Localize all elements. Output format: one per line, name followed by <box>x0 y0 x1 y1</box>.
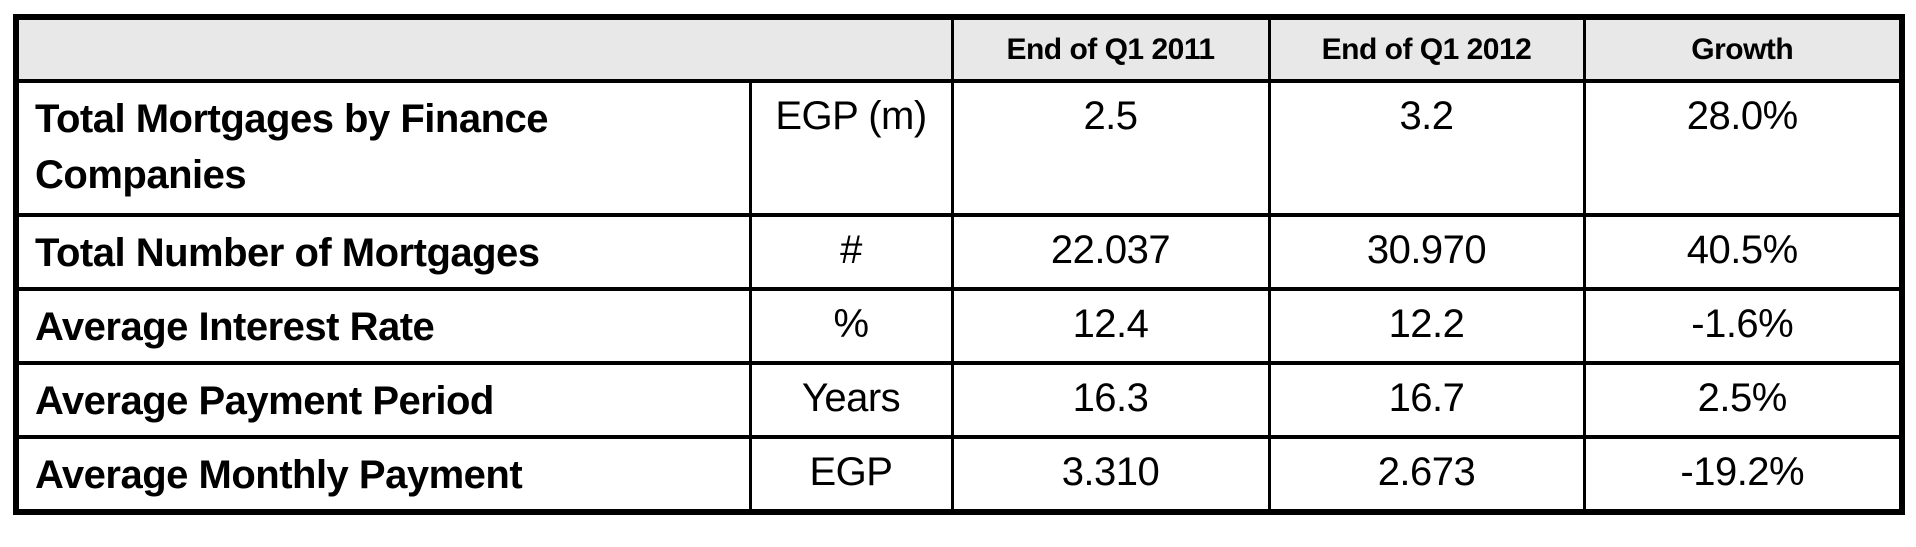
row-label-cell: Average Interest Rate <box>14 287 752 365</box>
value-cell-2011: 3.310 <box>950 435 1271 514</box>
row-label-cell: Average Monthly Payment <box>14 435 752 514</box>
table-row-interest-rate: Average Interest Rate % 12.4 12.2 -1.6% <box>14 287 1904 365</box>
row-label-cell: Total Mortgages by Finance Companies <box>14 79 752 217</box>
value-cell-2012: 2.673 <box>1267 435 1586 514</box>
row-unit-cell: EGP (m) <box>748 79 954 217</box>
header-row: End of Q1 2011 End of Q1 2012 Growth <box>14 15 1904 83</box>
growth-cell: 40.5% <box>1582 213 1904 291</box>
row-unit-cell: EGP <box>748 435 954 514</box>
value-cell-2011: 2.5 <box>950 79 1271 217</box>
table-row-total-mortgages-value: Total Mortgages by Finance Companies EGP… <box>14 79 1904 217</box>
growth-cell: -19.2% <box>1582 435 1904 514</box>
table-row-payment-period: Average Payment Period Years 16.3 16.7 2… <box>14 361 1904 439</box>
table-row-monthly-payment: Average Monthly Payment EGP 3.310 2.673 … <box>14 435 1904 514</box>
header-cell-q1-2011: End of Q1 2011 <box>950 15 1271 83</box>
row-label-cell: Average Payment Period <box>14 361 752 439</box>
row-unit-cell: Years <box>748 361 954 439</box>
value-cell-2011: 22.037 <box>950 213 1271 291</box>
mortgage-stats-table: End of Q1 2011 End of Q1 2012 Growth Tot… <box>13 14 1905 515</box>
value-cell-2012: 16.7 <box>1267 361 1586 439</box>
growth-cell: 2.5% <box>1582 361 1904 439</box>
growth-cell: -1.6% <box>1582 287 1904 365</box>
table-row-total-number: Total Number of Mortgages # 22.037 30.97… <box>14 213 1904 291</box>
value-cell-2012: 12.2 <box>1267 287 1586 365</box>
row-label-cell: Total Number of Mortgages <box>14 213 752 291</box>
row-unit-cell: % <box>748 287 954 365</box>
header-cell-q1-2012: End of Q1 2012 <box>1267 15 1586 83</box>
value-cell-2012: 30.970 <box>1267 213 1586 291</box>
growth-cell: 28.0% <box>1582 79 1904 217</box>
value-cell-2012: 3.2 <box>1267 79 1586 217</box>
value-cell-2011: 16.3 <box>950 361 1271 439</box>
row-unit-cell: # <box>748 213 954 291</box>
value-cell-2011: 12.4 <box>950 287 1271 365</box>
header-cell-metric <box>14 15 954 83</box>
header-cell-growth: Growth <box>1582 15 1904 83</box>
